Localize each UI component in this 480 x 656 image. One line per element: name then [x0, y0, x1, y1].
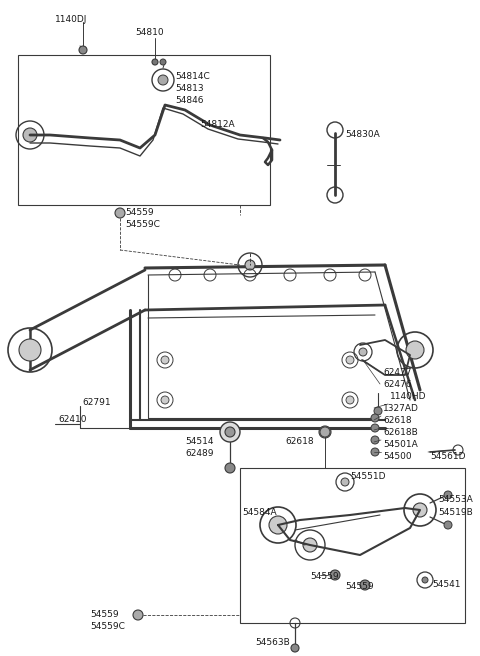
Circle shape [320, 427, 330, 437]
Text: 54559: 54559 [125, 208, 154, 217]
Circle shape [371, 448, 379, 456]
Text: 62618: 62618 [383, 416, 412, 425]
Circle shape [269, 516, 287, 534]
Circle shape [152, 59, 158, 65]
Text: 62791: 62791 [82, 398, 110, 407]
Text: 54559: 54559 [310, 572, 338, 581]
Text: 54541: 54541 [432, 580, 460, 589]
Circle shape [346, 356, 354, 364]
Circle shape [220, 422, 240, 442]
Text: 54563B: 54563B [255, 638, 290, 647]
Circle shape [422, 577, 428, 583]
Circle shape [444, 521, 452, 529]
Circle shape [245, 260, 255, 270]
Text: 62410: 62410 [58, 415, 86, 424]
Text: 62618B: 62618B [383, 428, 418, 437]
Text: 54559C: 54559C [90, 622, 125, 631]
Circle shape [359, 348, 367, 356]
Circle shape [115, 208, 125, 218]
Text: 62618: 62618 [285, 437, 313, 446]
Circle shape [161, 396, 169, 404]
Text: 54559: 54559 [90, 610, 119, 619]
Text: 62489: 62489 [185, 449, 214, 458]
Text: 54551D: 54551D [350, 472, 385, 481]
Text: 54500: 54500 [383, 452, 412, 461]
Circle shape [371, 436, 379, 444]
Circle shape [330, 570, 340, 580]
Circle shape [291, 644, 299, 652]
Text: 54814C: 54814C [175, 72, 210, 81]
Text: 54561D: 54561D [430, 452, 466, 461]
Text: 54810: 54810 [135, 28, 164, 37]
Circle shape [225, 427, 235, 437]
Text: 54553A: 54553A [438, 495, 473, 504]
Text: 1140HD: 1140HD [390, 392, 427, 401]
Bar [240, 468, 465, 623]
Circle shape [161, 356, 169, 364]
Circle shape [371, 414, 379, 422]
Circle shape [319, 426, 331, 438]
Text: 54584A: 54584A [242, 508, 276, 517]
Text: 54514: 54514 [185, 437, 214, 446]
Circle shape [19, 339, 41, 361]
Circle shape [79, 46, 87, 54]
Text: 54830A: 54830A [345, 130, 380, 139]
Text: 1140DJ: 1140DJ [55, 15, 87, 24]
Circle shape [303, 538, 317, 552]
Circle shape [406, 341, 424, 359]
Text: 54846: 54846 [175, 96, 204, 105]
Circle shape [444, 491, 452, 499]
Text: 54559C: 54559C [125, 220, 160, 229]
Circle shape [371, 424, 379, 432]
Circle shape [413, 503, 427, 517]
Text: 62476: 62476 [383, 380, 411, 389]
Circle shape [23, 128, 37, 142]
Circle shape [133, 610, 143, 620]
Text: 54559: 54559 [345, 582, 373, 591]
Bar [18, 55, 270, 205]
Text: 54501A: 54501A [383, 440, 418, 449]
Circle shape [341, 478, 349, 486]
Text: 62477: 62477 [383, 368, 411, 377]
Circle shape [225, 463, 235, 473]
Text: 54813: 54813 [175, 84, 204, 93]
Text: 1327AD: 1327AD [383, 404, 419, 413]
Text: 54519B: 54519B [438, 508, 473, 517]
Circle shape [360, 580, 370, 590]
Circle shape [158, 75, 168, 85]
Circle shape [160, 59, 166, 65]
Text: 54812A: 54812A [200, 120, 235, 129]
Circle shape [374, 407, 382, 415]
Circle shape [346, 396, 354, 404]
